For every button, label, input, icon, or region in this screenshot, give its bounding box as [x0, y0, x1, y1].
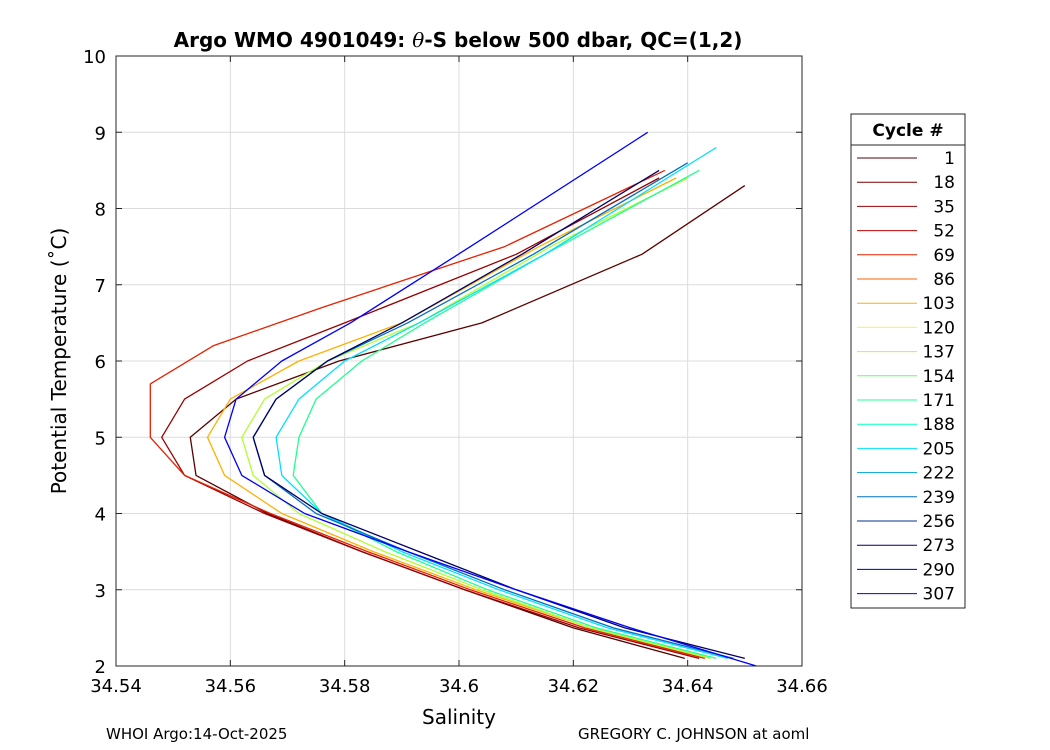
x-axis-label: Salinity — [422, 705, 496, 729]
footer-right: GREGORY C. JOHNSON at aoml — [578, 725, 810, 743]
y-axis-label: Potential Temperature (˚C) — [47, 228, 71, 495]
x-tick-label: 34.66 — [776, 676, 828, 697]
x-tick-label: 34.56 — [205, 676, 257, 697]
legend-label-222: 222 — [923, 464, 955, 484]
chart-title-theta: θ — [412, 28, 424, 52]
profile-line-cycle-35 — [161, 177, 700, 660]
legend-label-290: 290 — [923, 560, 955, 580]
profile-line-cycle-69 — [149, 169, 705, 660]
axis-ticks: 34.54 34.56 34.58 34.6 34.62 34.64 34.66 2 3 4 5 6 7… — [83, 47, 828, 697]
x-tick-label: 34.54 — [90, 676, 142, 697]
legend-entries: 1 18 35 52 69 86 103 120 137 154 171 188 205 222 239 25… — [857, 149, 955, 605]
y-tick-label: 4 — [95, 505, 106, 526]
legend-label-52: 52 — [933, 222, 955, 242]
x-tick-label: 34.58 — [319, 676, 371, 697]
x-tick-label: 34.64 — [662, 676, 714, 697]
legend-label-154: 154 — [923, 367, 955, 387]
y-tick-label: 8 — [95, 200, 106, 221]
legend-label-69: 69 — [933, 246, 955, 266]
y-tick-label: 9 — [95, 123, 106, 144]
x-tick-label: 34.6 — [439, 676, 479, 697]
profile-line-cycle-205 — [275, 146, 728, 660]
y-tick-label: 2 — [95, 657, 106, 678]
legend: Cycle # 1 18 35 52 69 86 103 120 137 154 171 188 205… — [850, 113, 966, 609]
profile-lines — [149, 131, 757, 667]
legend-label-86: 86 — [933, 270, 955, 290]
profile-line-cycle-307 — [223, 131, 757, 667]
y-tick-label: 7 — [95, 276, 106, 297]
profile-line-cycle-171 — [292, 169, 717, 660]
y-tick-label: 10 — [83, 47, 106, 68]
legend-label-188: 188 — [923, 415, 955, 435]
legend-label-35: 35 — [933, 197, 955, 217]
legend-label-137: 137 — [923, 343, 955, 363]
footer-left: WHOI Argo:14-Oct-2025 — [106, 725, 288, 743]
legend-label-256: 256 — [923, 512, 955, 532]
legend-label-273: 273 — [923, 536, 955, 556]
legend-label-171: 171 — [923, 391, 955, 411]
chart-title-prefix: Argo WMO 4901049: — [174, 28, 413, 52]
legend-label-18: 18 — [933, 173, 955, 193]
x-tick-label: 34.62 — [548, 676, 600, 697]
legend-box — [850, 113, 966, 609]
y-tick-label: 3 — [95, 581, 106, 602]
legend-title: Cycle # — [872, 121, 943, 141]
legend-label-120: 120 — [923, 318, 955, 338]
y-tick-label: 5 — [95, 428, 106, 449]
chart-title: Argo WMO 4901049: θ-S below 500 dbar, QC… — [174, 28, 743, 52]
legend-label-103: 103 — [923, 294, 955, 314]
legend-label-307: 307 — [923, 585, 955, 605]
y-tick-label: 6 — [95, 352, 106, 373]
chart-title-suffix: -S below 500 dbar, QC=(1,2) — [424, 28, 742, 52]
profile-line-cycle-137 — [241, 177, 711, 660]
legend-label-1: 1 — [944, 149, 955, 169]
legend-label-239: 239 — [923, 488, 955, 508]
legend-label-205: 205 — [923, 439, 955, 459]
